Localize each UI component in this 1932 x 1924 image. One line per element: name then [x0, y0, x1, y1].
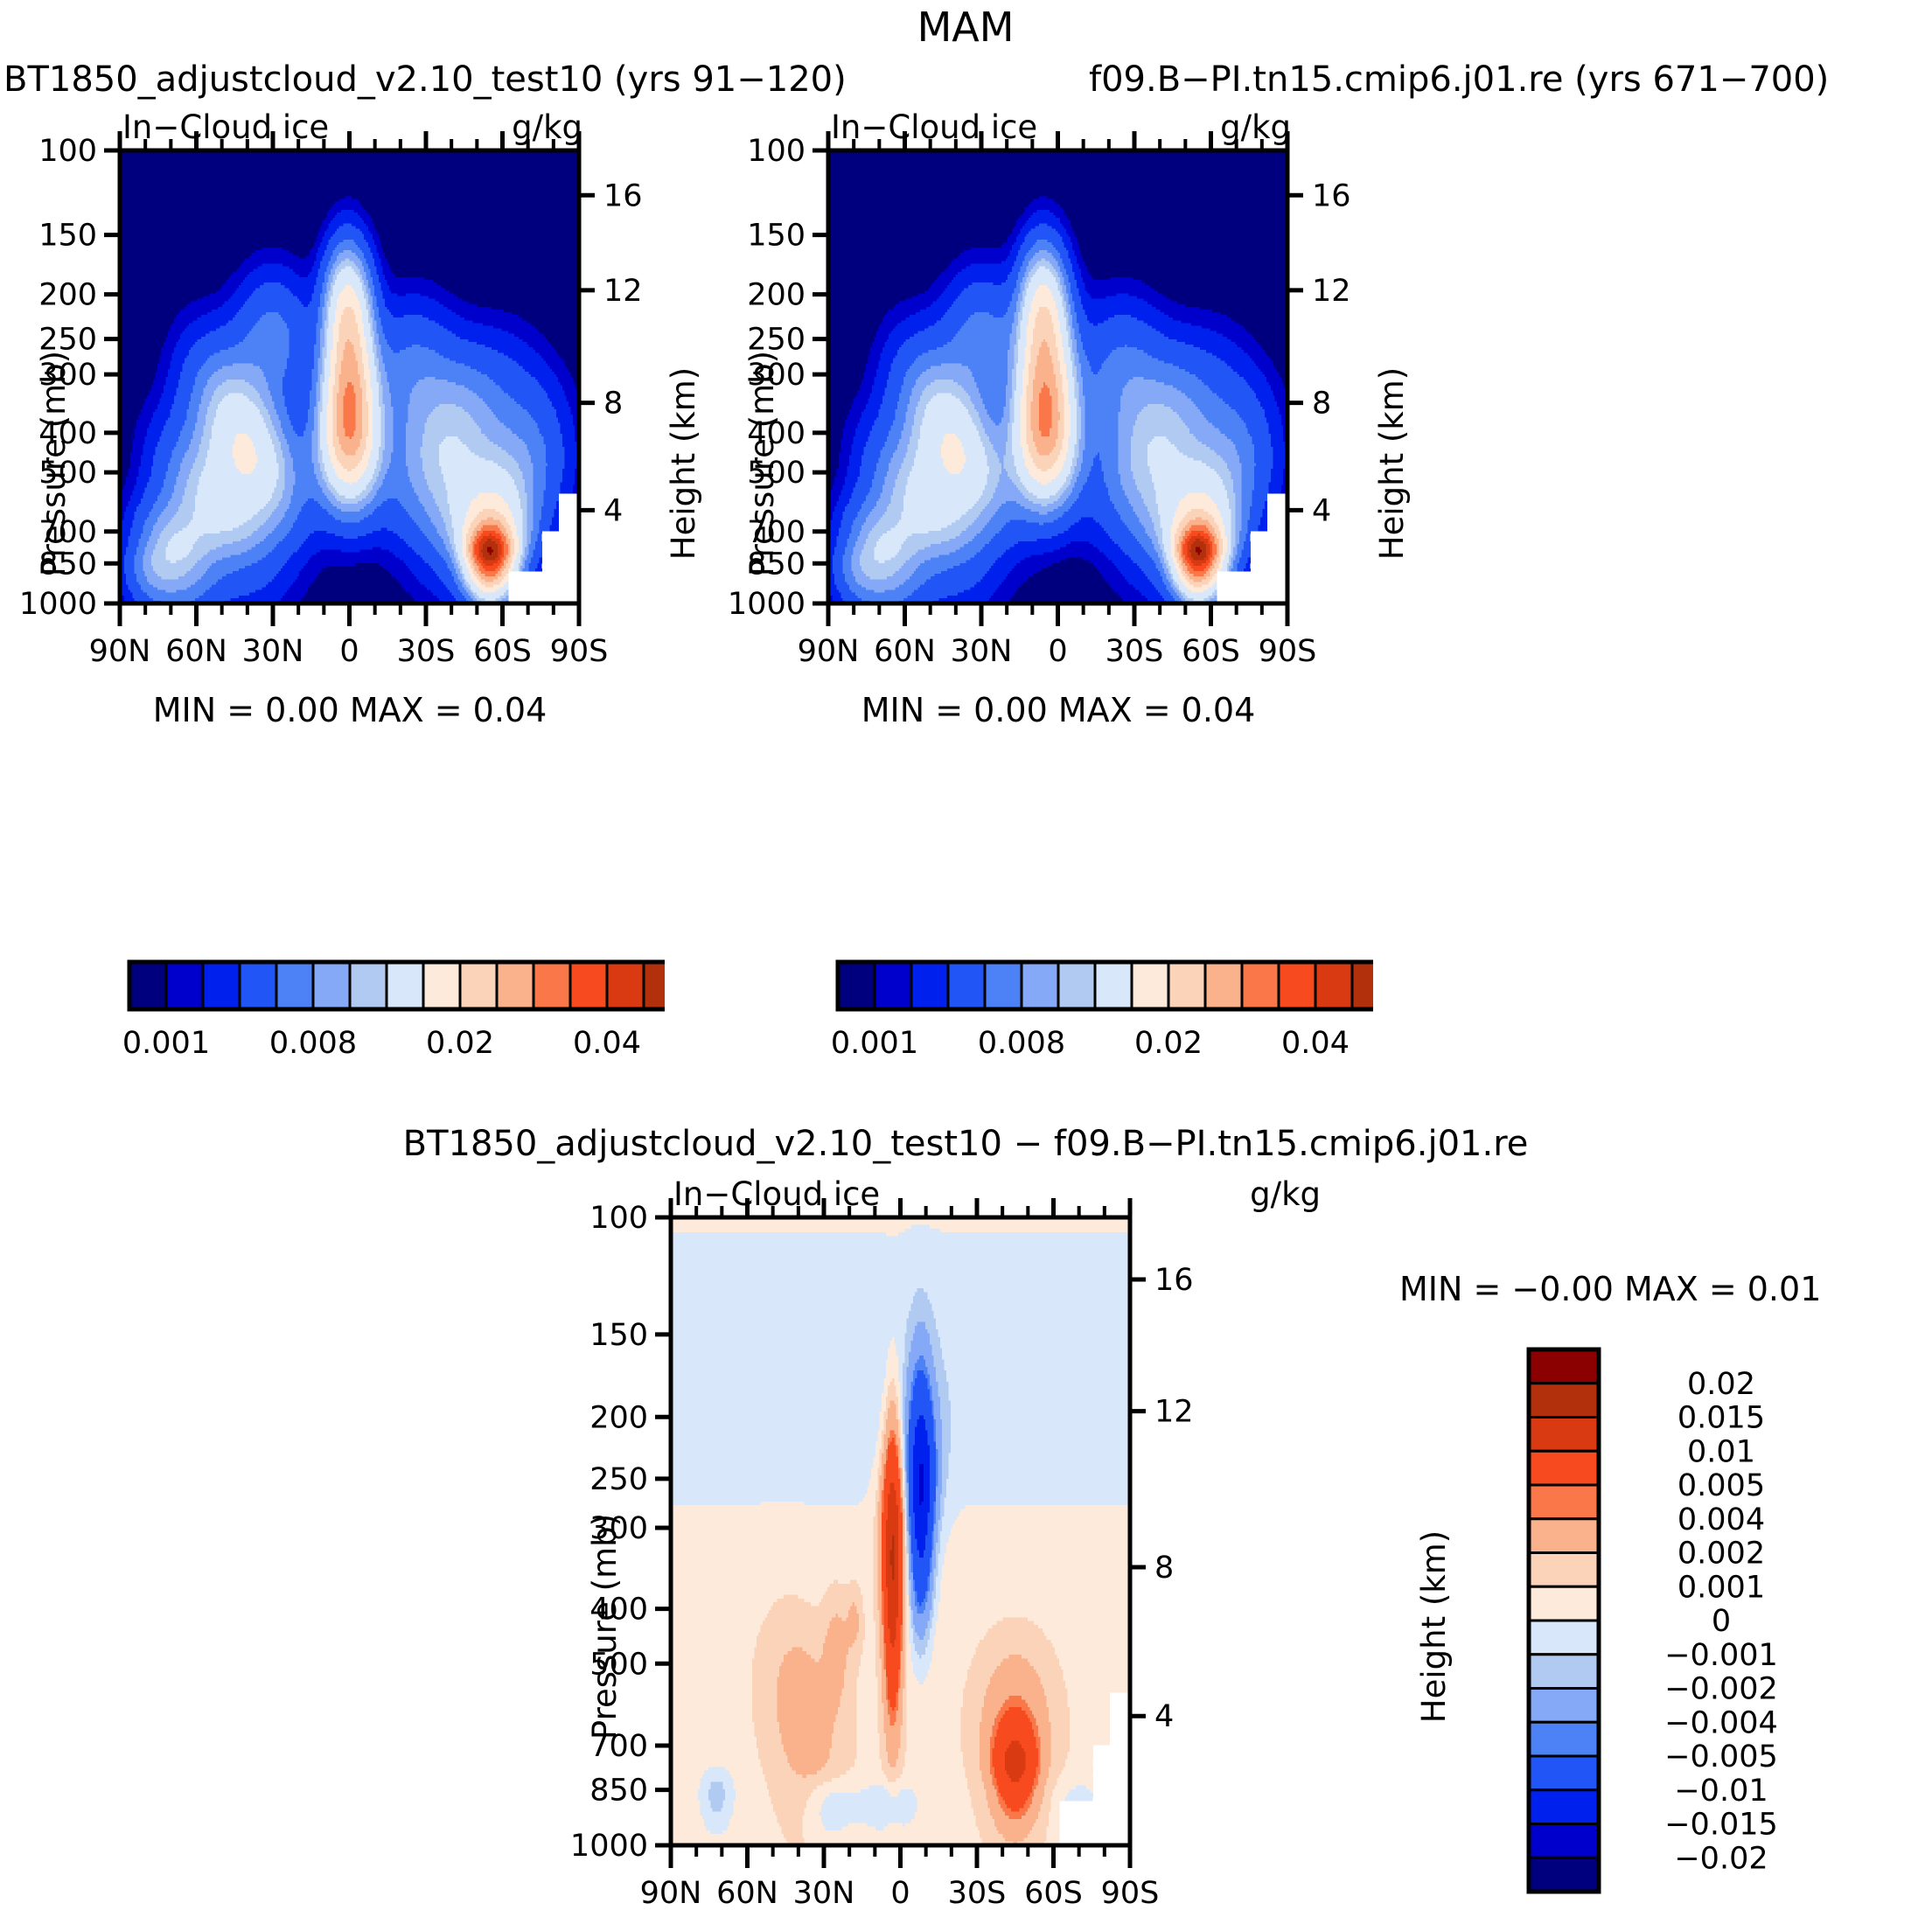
- diff-minmax: MIN = −0.00 MAX = 0.01: [1399, 1270, 1821, 1308]
- right-y2label: Height (km): [1373, 367, 1411, 560]
- svg-text:0.04: 0.04: [573, 1026, 641, 1061]
- svg-text:60N: 60N: [165, 634, 227, 669]
- left-minmax: MIN = 0.00 MAX = 0.04: [153, 691, 548, 729]
- diff-panel-title: BT1850_adjustcloud_v2.10_test10 − f09.B−…: [403, 1124, 1529, 1164]
- svg-text:850: 850: [38, 547, 97, 582]
- svg-text:60S: 60S: [473, 634, 532, 669]
- right-panel-title: f09.B−PI.tn15.cmip6.j01.re (yrs 671−700): [1089, 59, 1829, 100]
- right-minmax: MIN = 0.00 MAX = 0.04: [861, 691, 1256, 729]
- svg-text:700: 700: [38, 515, 97, 550]
- svg-text:0.02: 0.02: [426, 1026, 494, 1061]
- left-y2label: Height (km): [665, 367, 702, 560]
- svg-text:1000: 1000: [19, 587, 97, 622]
- svg-text:90N: 90N: [89, 634, 151, 669]
- svg-text:500: 500: [38, 456, 97, 491]
- svg-text:30N: 30N: [242, 634, 304, 669]
- svg-text:200: 200: [38, 278, 97, 313]
- svg-text:12: 12: [603, 274, 643, 309]
- svg-text:100: 100: [38, 134, 97, 169]
- svg-text:250: 250: [38, 323, 97, 358]
- svg-text:30S: 30S: [397, 634, 456, 669]
- left-panel-title: BT1850_adjustcloud_v2.10_test10 (yrs 91−…: [3, 59, 847, 100]
- svg-text:16: 16: [603, 178, 643, 213]
- svg-text:4: 4: [603, 493, 623, 528]
- diff-contour-plot: 100150200250300400500700850100016128490N…: [542, 1198, 1417, 1924]
- svg-text:90S: 90S: [550, 634, 609, 669]
- svg-text:300: 300: [38, 358, 97, 393]
- diff-colorbar[interactable]: 0.020.0150.010.0050.0040.0020.0010−0.001…: [1522, 1342, 1889, 1920]
- svg-text:400: 400: [38, 416, 97, 451]
- right-contour-plot: 100150200250300400500700850100016128490N…: [708, 131, 1373, 673]
- svg-text:150: 150: [38, 219, 97, 254]
- svg-text:0: 0: [339, 634, 359, 669]
- svg-text:8: 8: [603, 387, 623, 422]
- season-title: MAM: [917, 3, 1015, 51]
- left-colorbar[interactable]: 0.001 0.008 0.02 0.04: [0, 953, 665, 1102]
- diff-y2label: Height (km): [1415, 1530, 1453, 1723]
- svg-text:0.008: 0.008: [269, 1026, 357, 1061]
- svg-text:0.001: 0.001: [122, 1026, 210, 1061]
